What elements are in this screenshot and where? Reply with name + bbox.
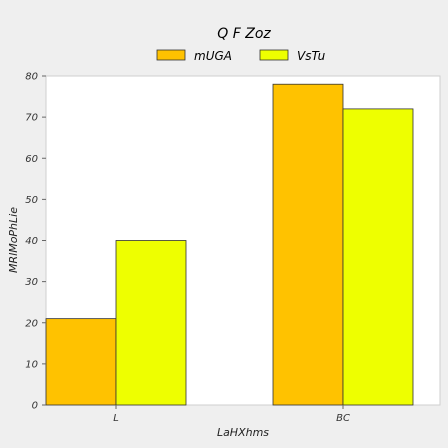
legend-swatch-VsTu bbox=[259, 49, 289, 61]
y-tick-label: 10 bbox=[25, 359, 38, 370]
y-tick-label: 20 bbox=[25, 318, 38, 329]
bar-mUGA-L bbox=[45, 318, 117, 406]
y-tick-label: 0 bbox=[32, 401, 38, 412]
legend: mUGA VsTu bbox=[156, 49, 326, 63]
bar-VsTu-L bbox=[115, 240, 187, 406]
legend-swatch-mUGA bbox=[156, 49, 186, 61]
y-axis-ticks: 0 10 20 30 40 50 60 70 80 bbox=[25, 72, 46, 412]
x-tick-label: BC bbox=[336, 413, 350, 424]
legend-label-mUGA: mUGA bbox=[194, 49, 232, 63]
y-tick-label: 50 bbox=[25, 195, 38, 206]
legend-label-VsTu: VsTu bbox=[297, 49, 326, 63]
y-tick-label: 80 bbox=[25, 72, 38, 83]
y-tick-label: 30 bbox=[25, 277, 38, 288]
bar-mUGA-BC bbox=[272, 83, 344, 406]
y-tick-label: 70 bbox=[25, 113, 38, 124]
bars-group bbox=[45, 83, 414, 406]
chart-title: Q F Zoz bbox=[217, 26, 271, 42]
bar-VsTu-BC bbox=[342, 108, 414, 406]
y-axis-label: MRlMoPhLie bbox=[7, 207, 20, 273]
x-tick-label: L bbox=[113, 413, 119, 424]
y-tick-label: 40 bbox=[25, 236, 38, 247]
y-tick-label: 60 bbox=[25, 154, 38, 165]
x-axis-ticks: L BC bbox=[113, 405, 350, 424]
x-axis-label: LaHXhms bbox=[217, 426, 269, 439]
